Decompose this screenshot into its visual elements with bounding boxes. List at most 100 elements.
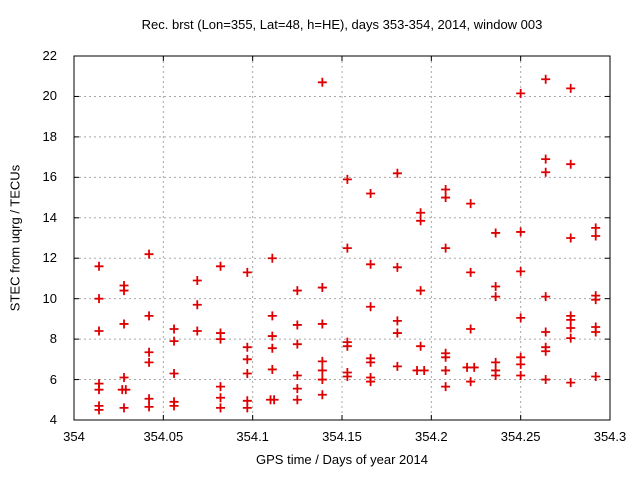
- data-point-marker: [292, 339, 302, 349]
- data-point-marker: [416, 208, 426, 218]
- data-point-marker: [317, 283, 327, 293]
- data-point-marker: [441, 365, 451, 375]
- data-point-marker: [119, 373, 129, 383]
- data-point-marker: [342, 372, 352, 382]
- y-tick-label: 18: [42, 128, 57, 144]
- data-point-marker: [566, 323, 576, 333]
- data-point-marker: [342, 243, 352, 253]
- x-tick-label: 354.3: [593, 429, 627, 444]
- data-point-marker: [169, 401, 179, 411]
- data-point-marker: [441, 184, 451, 194]
- data-point-marker: [416, 286, 426, 296]
- data-point-marker: [366, 189, 376, 199]
- data-point-marker: [342, 341, 352, 351]
- data-point-marker: [516, 359, 526, 369]
- data-point-marker: [469, 362, 479, 372]
- data-point-marker: [94, 385, 104, 395]
- y-tick-label: 20: [42, 88, 57, 104]
- data-point-marker: [267, 311, 277, 321]
- data-point-marker: [466, 324, 476, 334]
- y-tick-label: 8: [49, 331, 57, 347]
- data-point-marker: [317, 356, 327, 366]
- data-point-marker: [269, 395, 279, 405]
- y-tick-label: 22: [42, 48, 57, 63]
- data-point-marker: [317, 390, 327, 400]
- data-point-marker: [242, 354, 252, 364]
- chart-title: Rec. brst (Lon=355, Lat=48, h=HE), days …: [141, 17, 543, 32]
- data-point-marker: [566, 378, 576, 388]
- data-point-marker: [566, 159, 576, 169]
- x-tick-label: 354.25: [500, 429, 541, 444]
- data-point-marker: [366, 377, 376, 387]
- data-point-marker: [119, 319, 129, 329]
- y-tick-label: 12: [42, 250, 57, 266]
- data-point-marker: [242, 342, 252, 352]
- data-point-marker: [466, 199, 476, 209]
- data-point-marker: [491, 228, 501, 238]
- data-point-marker: [267, 253, 277, 263]
- data-point-marker: [591, 231, 601, 241]
- data-point-marker: [267, 331, 277, 341]
- data-point-marker: [566, 83, 576, 93]
- data-point-marker: [516, 227, 526, 237]
- x-tick-label: 354.05: [143, 429, 184, 444]
- data-point-marker: [441, 243, 451, 253]
- data-point-marker: [119, 286, 129, 296]
- data-point-marker: [94, 294, 104, 304]
- y-tick-label: 16: [42, 169, 57, 185]
- data-point-marker: [342, 174, 352, 184]
- data-point-marker: [317, 375, 327, 385]
- data-point-marker: [541, 154, 551, 164]
- data-point-marker: [541, 167, 551, 177]
- data-point-marker: [292, 384, 302, 394]
- data-point-marker: [94, 326, 104, 336]
- y-axis-label: STEC from uqrg / TECUs: [7, 164, 23, 312]
- data-point-marker: [242, 267, 252, 277]
- data-point-marker: [192, 300, 202, 310]
- data-point-marker: [392, 328, 402, 338]
- data-point-marker: [466, 267, 476, 277]
- data-point-marker: [192, 326, 202, 336]
- data-point-marker: [144, 394, 154, 404]
- y-tick-label: 14: [42, 209, 57, 225]
- data-point-marker: [392, 262, 402, 272]
- data-point-marker: [169, 324, 179, 334]
- data-point-marker: [566, 315, 576, 325]
- data-point-marker: [366, 357, 376, 367]
- data-point-marker: [392, 168, 402, 178]
- data-point-marker: [292, 286, 302, 296]
- data-point-marker: [416, 216, 426, 226]
- data-point-marker: [466, 377, 476, 387]
- data-point-marker: [419, 365, 429, 375]
- data-point-marker: [591, 372, 601, 382]
- data-point-marker: [169, 336, 179, 346]
- y-tick-label: 4: [49, 412, 57, 427]
- data-point-marker: [292, 371, 302, 381]
- data-point-marker: [292, 320, 302, 330]
- data-point-marker: [216, 403, 226, 413]
- data-point-marker: [392, 316, 402, 326]
- data-point-marker: [366, 259, 376, 269]
- data-point-marker: [541, 346, 551, 356]
- data-point-marker: [144, 249, 154, 259]
- data-point-marker: [516, 88, 526, 98]
- data-point-marker: [566, 333, 576, 343]
- data-point-marker: [144, 402, 154, 412]
- data-point-marker: [392, 361, 402, 371]
- x-tick-label: 354.2: [415, 429, 448, 444]
- data-point-marker: [441, 193, 451, 203]
- data-point-marker: [94, 261, 104, 271]
- x-tick-label: 354.15: [322, 429, 362, 444]
- data-point-marker: [144, 357, 154, 367]
- data-point-marker: [366, 302, 376, 312]
- data-point-marker: [541, 292, 551, 302]
- data-point-marker: [516, 313, 526, 323]
- data-point-marker: [267, 364, 277, 374]
- data-point-marker: [216, 261, 226, 271]
- data-point-marker: [516, 266, 526, 276]
- data-point-marker: [144, 311, 154, 321]
- data-point-marker: [591, 295, 601, 305]
- data-point-marker: [566, 233, 576, 243]
